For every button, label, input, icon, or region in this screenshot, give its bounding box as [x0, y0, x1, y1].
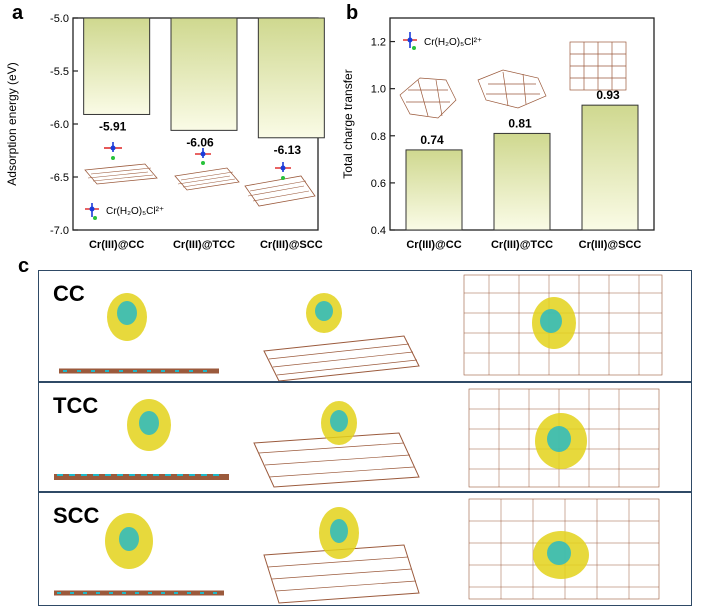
row-label-cc: CC — [53, 281, 85, 306]
cc-top-view-illustration — [463, 274, 663, 376]
bar-value-label: 0.74 — [420, 133, 444, 147]
bar-value-label: -6.13 — [274, 143, 302, 157]
cc-oblique-view-illustration — [263, 293, 420, 381]
y-tick-label: 0.8 — [371, 131, 386, 143]
x-category-label: Cr(III)@CC — [89, 239, 144, 251]
y-tick-label: -6.0 — [50, 119, 69, 131]
legend-label: Cr(H₂O)₅Cl²⁺ — [106, 206, 164, 217]
charge-transfer-chart: 0.4 0.6 0.8 1.0 1.2 0.74 0.81 0.93 Cr(III)@CC C… — [341, 17, 655, 251]
bar-value-label: 0.81 — [508, 116, 532, 130]
chart-legend: Cr(H₂O)₅Cl²⁺ — [403, 32, 482, 50]
scc-top-view-illustration — [569, 41, 627, 91]
panel-label-b: b — [346, 2, 359, 24]
cc-top-view-illustration — [399, 77, 457, 119]
y-tick-label: 1.0 — [371, 84, 386, 96]
bar — [581, 104, 639, 231]
molecule-on-cc-illustration — [84, 142, 158, 185]
adsorption-energy-chart: -5.0 -5.5 -6.0 -6.5 -7.0 -5.91 -6.06 -6.13 Cr(… — [5, 13, 325, 251]
y-tick-label: 1.2 — [371, 37, 386, 49]
y-tick-label: -7.0 — [50, 225, 69, 237]
tcc-side-view-illustration — [54, 399, 229, 480]
y-tick-label: 0.4 — [371, 225, 386, 237]
bar — [83, 17, 151, 115]
y-tick-label: -5.5 — [50, 66, 69, 78]
cc-side-view-illustration — [59, 293, 219, 374]
tcc-top-view-illustration — [477, 69, 547, 109]
y-tick-label: -5.0 — [50, 13, 69, 25]
charge-density-cc-images — [59, 274, 663, 381]
charge-density-tcc-images — [54, 388, 660, 488]
bar-value-label: -6.06 — [186, 135, 214, 149]
charge-density-scc-images — [54, 498, 660, 604]
bar — [493, 132, 551, 231]
x-category-label: Cr(III)@TCC — [491, 239, 553, 251]
row-label-scc: SCC — [53, 503, 100, 528]
x-category-label: Cr(III)@SCC — [579, 239, 642, 251]
x-category-label: Cr(III)@SCC — [260, 239, 323, 251]
bar — [257, 17, 325, 139]
chart-legend: Cr(H₂O)₅Cl²⁺ — [85, 203, 164, 220]
scc-oblique-view-illustration — [263, 507, 420, 604]
scc-top-view-illustration — [468, 498, 660, 600]
molecule-on-tcc-illustration — [174, 148, 240, 191]
legend-label: Cr(H₂O)₅Cl²⁺ — [424, 37, 482, 48]
molecule-on-scc-illustration — [244, 162, 316, 207]
panel-c-row-tcc: TCC — [38, 382, 692, 492]
bar — [170, 17, 238, 131]
panel-c-row-scc: SCC — [38, 492, 692, 606]
y-tick-label: -6.5 — [50, 172, 69, 184]
y-axis-label: Total charge transfer — [341, 69, 355, 178]
panel-c-row-cc: CC — [38, 270, 692, 382]
tcc-top-view-illustration — [468, 388, 660, 488]
panel-label-a: a — [12, 2, 24, 24]
bar-value-label: 0.93 — [596, 88, 620, 102]
row-label-tcc: TCC — [53, 393, 99, 418]
x-category-label: Cr(III)@CC — [406, 239, 461, 251]
y-tick-label: 0.6 — [371, 178, 386, 190]
bar-value-label: -5.91 — [99, 119, 127, 133]
panel-label-c: c — [18, 255, 30, 277]
bar — [405, 149, 463, 231]
y-axis-label: Adsorption energy (eV) — [5, 62, 19, 185]
tcc-oblique-view-illustration — [253, 401, 420, 488]
x-category-label: Cr(III)@TCC — [173, 239, 235, 251]
scc-side-view-illustration — [54, 513, 224, 596]
